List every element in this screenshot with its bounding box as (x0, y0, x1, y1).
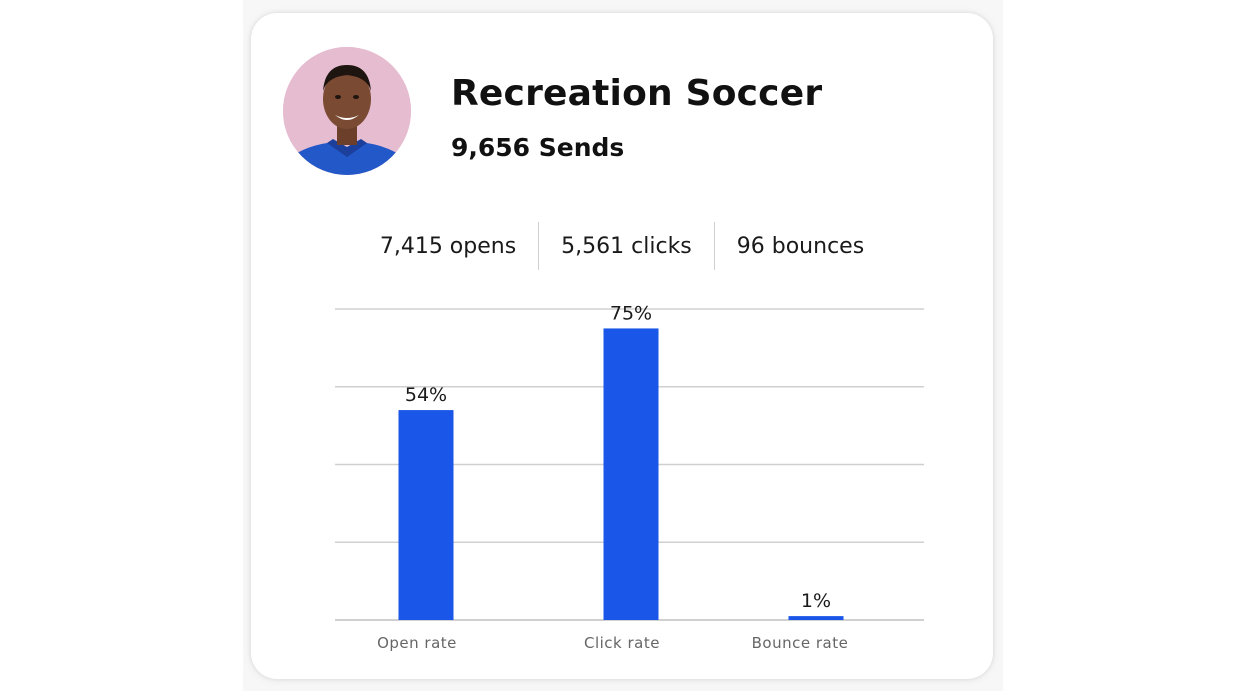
stat-divider (713, 222, 715, 270)
rate-bar-chart: 54% Open rate 75% Click rate 1% Bounce rate (335, 302, 924, 652)
stat-divider (538, 222, 540, 270)
bar-open-rate[interactable] (398, 410, 454, 620)
category-label: Click rate (584, 634, 660, 652)
clicks-stat: 5,561 clicks (561, 233, 692, 259)
opens-stat: 7,415 opens (379, 233, 517, 259)
bar-value-label: 1% (801, 590, 831, 612)
category-label: Open rate (377, 634, 457, 652)
bar-bounce-rate[interactable] (788, 616, 844, 620)
campaign-title: Recreation Soccer (451, 73, 823, 114)
campaign-card: Recreation Soccer 9,656 Sends 7,415 open… (251, 13, 993, 679)
bar-value-label: 54% (405, 384, 447, 406)
category-label: Bounce rate (752, 634, 849, 652)
bounces-stat: 96 bounces (736, 233, 865, 259)
sends-count: 9,656 Sends (451, 133, 625, 162)
bar-click-rate[interactable] (603, 328, 659, 620)
stats-row: 7,415 opens 5,561 clicks 96 bounces (251, 222, 993, 270)
bar-value-label: 75% (610, 302, 652, 324)
